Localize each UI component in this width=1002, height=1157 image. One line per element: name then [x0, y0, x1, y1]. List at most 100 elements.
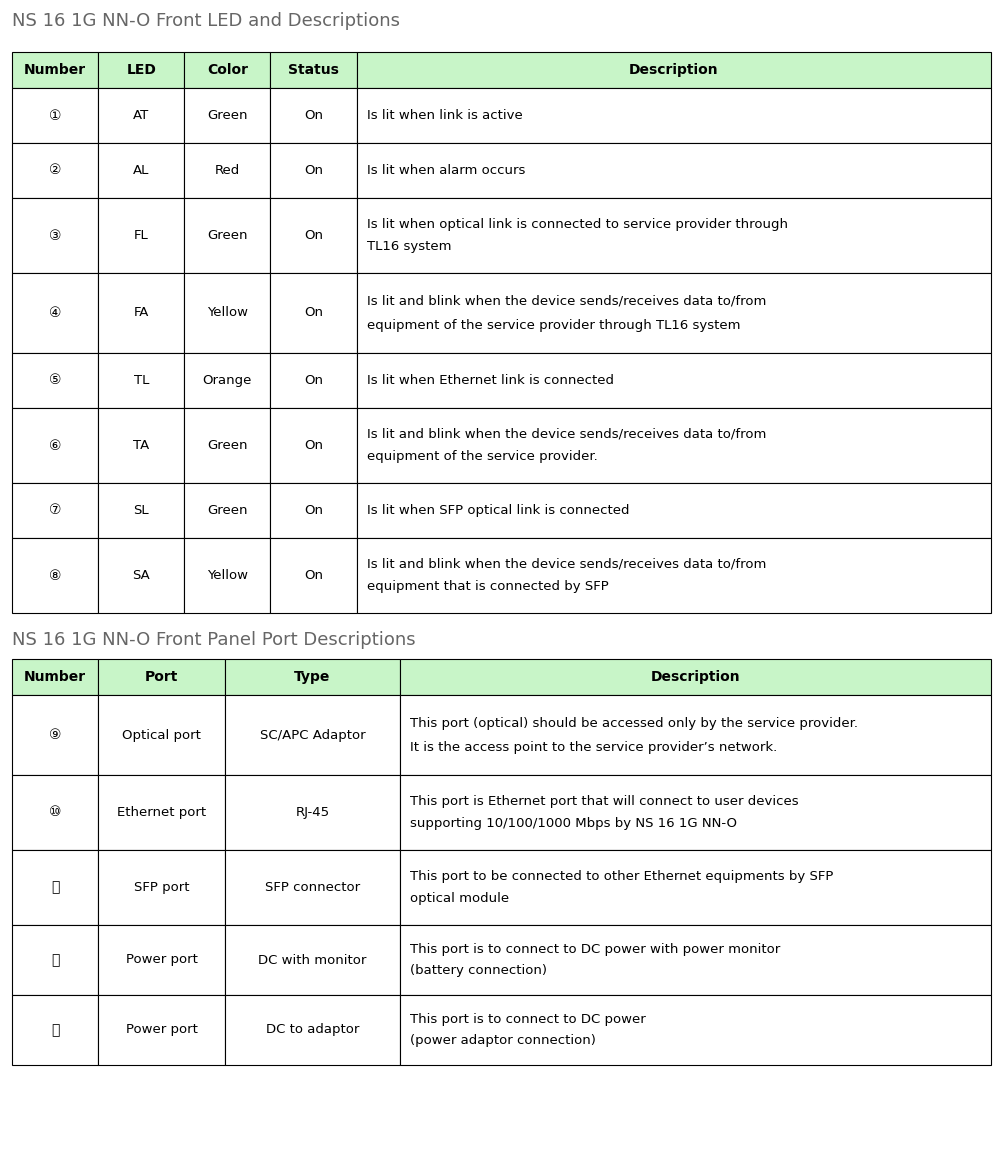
Text: Type: Type: [294, 670, 331, 684]
Bar: [357, 143, 990, 198]
Bar: [98, 408, 184, 482]
Bar: [184, 88, 271, 143]
Text: Optical port: Optical port: [122, 729, 201, 742]
Text: Orange: Orange: [202, 374, 252, 386]
Bar: [225, 659, 399, 695]
Text: ⑦: ⑦: [49, 503, 61, 517]
Text: Green: Green: [207, 109, 247, 121]
Text: NS 16 1G NN-O Front Panel Port Descriptions: NS 16 1G NN-O Front Panel Port Descripti…: [12, 631, 415, 649]
Text: On: On: [304, 164, 323, 177]
Bar: [399, 850, 990, 924]
Text: This port is to connect to DC power: This port is to connect to DC power: [409, 1014, 645, 1026]
Bar: [98, 850, 225, 924]
Text: ⑬: ⑬: [51, 1023, 59, 1037]
Text: Number: Number: [24, 62, 86, 78]
Text: FA: FA: [133, 307, 148, 319]
Text: AT: AT: [133, 109, 149, 121]
Text: Is lit when alarm occurs: Is lit when alarm occurs: [367, 164, 524, 177]
Bar: [98, 924, 225, 995]
Text: ⑫: ⑫: [51, 953, 59, 967]
Text: Is lit when SFP optical link is connected: Is lit when SFP optical link is connecte…: [367, 504, 628, 517]
Bar: [98, 695, 225, 775]
Text: This port (optical) should be accessed only by the service provider.: This port (optical) should be accessed o…: [409, 716, 857, 730]
Bar: [271, 198, 357, 273]
Text: On: On: [304, 109, 323, 121]
Bar: [98, 995, 225, 1064]
Text: This port to be connected to other Ethernet equipments by SFP: This port to be connected to other Ether…: [409, 870, 833, 883]
Text: It is the access point to the service provider’s network.: It is the access point to the service pr…: [409, 740, 777, 753]
Bar: [271, 353, 357, 408]
Bar: [98, 775, 225, 850]
Bar: [98, 198, 184, 273]
Bar: [184, 353, 271, 408]
Bar: [271, 538, 357, 613]
Text: ⑤: ⑤: [49, 374, 61, 388]
Text: ⑧: ⑧: [49, 568, 61, 582]
Bar: [399, 695, 990, 775]
Bar: [12, 924, 98, 995]
Text: RJ-45: RJ-45: [296, 806, 330, 819]
Bar: [12, 88, 98, 143]
Text: Power port: Power port: [125, 1024, 197, 1037]
Text: Color: Color: [206, 62, 247, 78]
Bar: [357, 52, 990, 88]
Bar: [357, 88, 990, 143]
Text: On: On: [304, 504, 323, 517]
Text: DC to adaptor: DC to adaptor: [266, 1024, 359, 1037]
Bar: [98, 659, 225, 695]
Bar: [12, 538, 98, 613]
Text: SA: SA: [132, 569, 150, 582]
Bar: [271, 482, 357, 538]
Bar: [12, 273, 98, 353]
Text: Is lit when optical link is connected to service provider through: Is lit when optical link is connected to…: [367, 218, 787, 230]
Bar: [357, 273, 990, 353]
Text: AL: AL: [133, 164, 149, 177]
Bar: [271, 52, 357, 88]
Text: FL: FL: [133, 229, 148, 242]
Bar: [357, 353, 990, 408]
Text: ⑪: ⑪: [51, 880, 59, 894]
Text: DC with monitor: DC with monitor: [259, 953, 367, 966]
Text: Status: Status: [288, 62, 339, 78]
Text: NS 16 1G NN-O Front LED and Descriptions: NS 16 1G NN-O Front LED and Descriptions: [12, 12, 400, 30]
Bar: [357, 482, 990, 538]
Bar: [184, 408, 271, 482]
Text: ⑨: ⑨: [49, 728, 61, 742]
Bar: [98, 482, 184, 538]
Text: Green: Green: [207, 439, 247, 452]
Bar: [357, 408, 990, 482]
Bar: [184, 198, 271, 273]
Text: Is lit and blink when the device sends/receives data to/from: Is lit and blink when the device sends/r…: [367, 558, 766, 570]
Text: ⑩: ⑩: [49, 805, 61, 819]
Text: Yellow: Yellow: [206, 307, 247, 319]
Text: equipment of the service provider through TL16 system: equipment of the service provider throug…: [367, 318, 739, 332]
Text: equipment of the service provider.: equipment of the service provider.: [367, 450, 597, 463]
Bar: [12, 995, 98, 1064]
Bar: [12, 52, 98, 88]
Text: Is lit when Ethernet link is connected: Is lit when Ethernet link is connected: [367, 374, 613, 386]
Bar: [271, 273, 357, 353]
Text: (battery connection): (battery connection): [409, 964, 546, 977]
Text: Power port: Power port: [125, 953, 197, 966]
Bar: [399, 995, 990, 1064]
Bar: [184, 273, 271, 353]
Bar: [357, 198, 990, 273]
Text: LED: LED: [126, 62, 156, 78]
Bar: [271, 88, 357, 143]
Text: ⑥: ⑥: [49, 439, 61, 452]
Text: Green: Green: [207, 229, 247, 242]
Text: ④: ④: [49, 305, 61, 320]
Bar: [12, 482, 98, 538]
Text: Red: Red: [214, 164, 239, 177]
Text: On: On: [304, 439, 323, 452]
Bar: [271, 408, 357, 482]
Bar: [98, 88, 184, 143]
Bar: [225, 995, 399, 1064]
Text: Description: Description: [628, 62, 717, 78]
Text: This port is to connect to DC power with power monitor: This port is to connect to DC power with…: [409, 943, 780, 956]
Text: SL: SL: [133, 504, 149, 517]
Text: SFP connector: SFP connector: [265, 880, 360, 894]
Bar: [271, 143, 357, 198]
Text: (power adaptor connection): (power adaptor connection): [409, 1034, 595, 1047]
Text: ③: ③: [49, 228, 61, 243]
